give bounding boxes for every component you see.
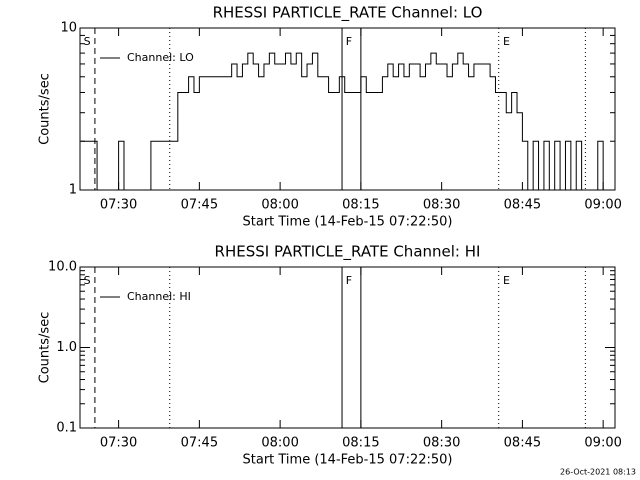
event-label: F (346, 35, 352, 48)
chart-title: RHESSI PARTICLE_RATE Channel: LO (213, 4, 483, 23)
chart-title: RHESSI PARTICLE_RATE Channel: HI (215, 243, 481, 262)
y-tick-label: 0.1 (56, 421, 77, 436)
x-tick-label: 07:30 (100, 436, 137, 451)
x-tick-label: 07:45 (181, 436, 218, 451)
x-tick-label: 07:45 (181, 198, 218, 213)
y-axis-label: Counts/sec (38, 312, 53, 384)
x-tick-label: 08:45 (504, 198, 541, 213)
x-tick-label: 08:00 (261, 436, 298, 451)
y-axis-label: Counts/sec (38, 73, 53, 145)
y-tick-label: 10 (60, 21, 77, 36)
footer: 26-Oct-2021 08:13 (560, 468, 636, 477)
x-tick-label: 07:30 (100, 198, 137, 213)
x-tick-label: 09:00 (584, 198, 621, 213)
y-tick-label: 10.0 (48, 260, 77, 275)
legend-label: Channel: HI (127, 290, 191, 303)
x-tick-label: 08:15 (342, 436, 379, 451)
event-label: S (84, 35, 91, 48)
x-tick-label: 08:30 (423, 198, 460, 213)
x-tick-label: 08:15 (342, 198, 379, 213)
y-tick-label: 1.0 (56, 340, 77, 355)
y-tick-label: 1 (69, 183, 77, 198)
x-tick-label: 08:45 (504, 436, 541, 451)
event-label: E (503, 35, 510, 48)
data-line (80, 52, 614, 191)
legend-label: Channel: LO (127, 51, 194, 64)
event-label: S (84, 274, 91, 287)
event-label: E (503, 274, 510, 287)
x-tick-label: 08:30 (423, 436, 460, 451)
x-axis-label: Start Time (14-Feb-15 07:22:50) (243, 215, 453, 230)
x-tick-label: 08:00 (261, 198, 298, 213)
x-axis-label: Start Time (14-Feb-15 07:22:50) (243, 453, 453, 468)
x-tick-label: 09:00 (584, 436, 621, 451)
event-label: F (346, 274, 352, 287)
plot-frame (79, 27, 616, 191)
